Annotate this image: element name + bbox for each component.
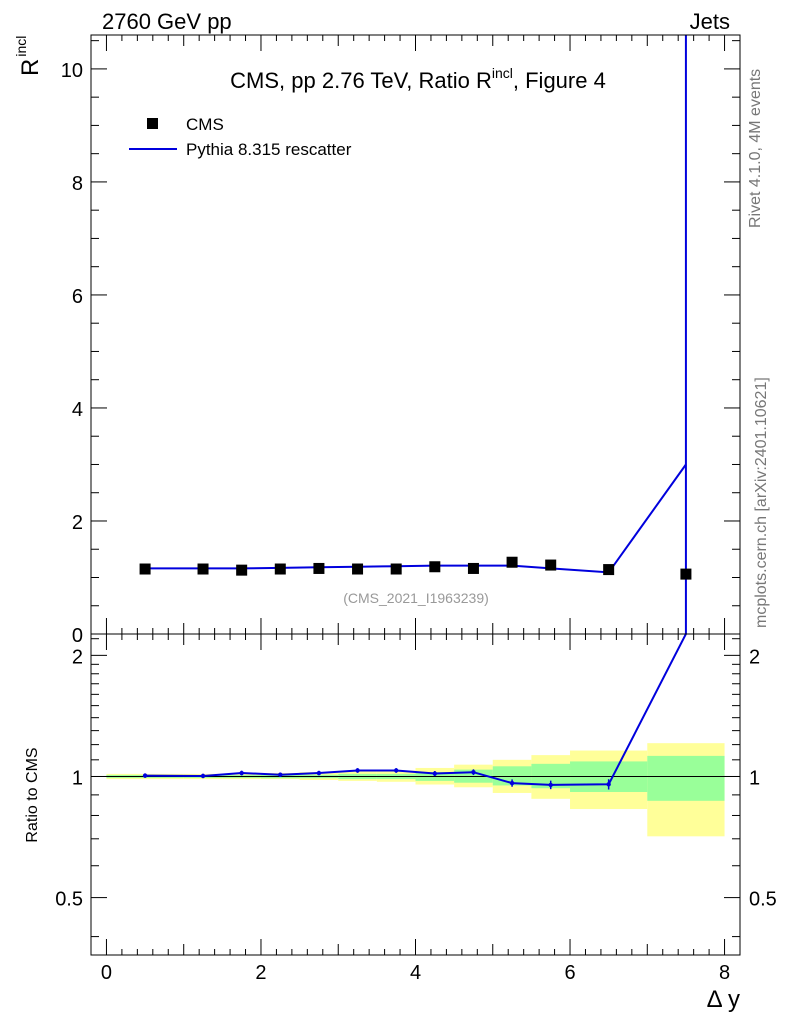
- cms-data-point: [467, 562, 479, 574]
- main-ylabel-sup: incl: [13, 36, 29, 57]
- ratio-point: [200, 773, 206, 779]
- cms-data-point: [274, 563, 286, 575]
- mc-line: [145, 463, 687, 574]
- side-mcplots-label: mcplots.cern.ch [arXiv:2401.10621]: [753, 377, 770, 628]
- ratio-xtick-label: 4: [410, 962, 421, 984]
- ratio-ylabel: Ratio to CMS: [24, 747, 41, 842]
- ratio-ticks: 0.5 0.5 1 1 2 2 0 2 4 6 8: [55, 634, 777, 984]
- legend: CMS Pythia 8.315 rescatter: [129, 115, 352, 159]
- ratio-series: [142, 633, 687, 790]
- ratio-ytick-label-right: 0.5: [749, 889, 777, 911]
- cms-data-point: [429, 561, 441, 573]
- main-panel: (CMS_2021_I1963239) 0 2 4 6 8 10 CMS, pp 2.76…: [13, 34, 741, 647]
- main-ticks: 0 2 4 6 8 10: [61, 35, 740, 647]
- main-title-suffix: , Figure 4: [513, 68, 606, 93]
- main-ytick-label: 8: [72, 173, 83, 195]
- cms-data-point: [197, 563, 209, 575]
- ratio-green-band: [647, 755, 725, 801]
- main-title-main: CMS, pp 2.76 TeV, Ratio R: [230, 68, 492, 93]
- main-ytick-label: 2: [72, 512, 83, 534]
- ratio-ytick-label-right: 1: [749, 767, 760, 789]
- ratio-point: [606, 782, 611, 787]
- ratio-ytick-label: 1: [72, 767, 83, 789]
- ratio-ytick-label: 2: [72, 646, 83, 668]
- ratio-xtick-label: 6: [564, 962, 575, 984]
- ratio-bands: [106, 743, 725, 837]
- svg-text:Rincl: Rincl: [13, 36, 44, 76]
- main-title-sup: incl: [492, 65, 513, 81]
- main-ytick-label: 0: [72, 625, 83, 647]
- main-ylabel-main: R: [17, 59, 44, 76]
- ratio-xtick-label: 2: [255, 962, 266, 984]
- side-rivet-label: Rivet 4.1.0, 4M events: [747, 69, 764, 228]
- ratio-xtick-label: 8: [719, 962, 730, 984]
- ratio-point: [393, 768, 399, 773]
- cms-data-point: [545, 559, 557, 571]
- ratio-point: [142, 773, 148, 778]
- cms-data-point: [680, 568, 692, 580]
- legend-cms-marker: [147, 118, 158, 129]
- main-watermark: (CMS_2021_I1963239): [343, 590, 489, 606]
- ratio-xtick-label: 0: [101, 962, 112, 984]
- ratio-ytick-label-right: 2: [749, 646, 760, 668]
- legend-cms-label: CMS: [186, 115, 224, 134]
- ratio-point: [471, 769, 476, 775]
- cms-data-point: [506, 556, 518, 568]
- header-jets-label: Jets: [690, 9, 730, 34]
- ratio-point: [355, 768, 360, 773]
- main-ytick-label: 10: [61, 60, 83, 82]
- cms-data-point: [139, 563, 151, 575]
- ratio-point: [548, 782, 553, 788]
- header-energy-label: 2760 GeV pp: [102, 9, 232, 34]
- ratio-point: [509, 780, 515, 786]
- cms-data-point: [390, 563, 402, 575]
- legend-mc-label: Pythia 8.315 rescatter: [186, 140, 352, 159]
- ratio-point: [432, 771, 438, 776]
- cms-data-point: [352, 563, 364, 575]
- cms-data-point: [603, 564, 615, 576]
- main-ylabel: Rincl: [13, 36, 44, 76]
- ratio-point: [239, 770, 244, 776]
- main-series: [139, 35, 692, 634]
- cms-data-point: [236, 564, 248, 576]
- ratio-point: [278, 772, 283, 777]
- ratio-xlabel: Δ y: [707, 986, 740, 1013]
- main-title: CMS, pp 2.76 TeV, Ratio Rincl, Figure 4: [230, 65, 606, 93]
- cms-data-point: [313, 562, 325, 574]
- main-ytick-label: 4: [72, 399, 83, 421]
- ratio-panel: 0.5 0.5 1 1 2 2 0 2 4 6 8 Ratio to CMS Δ y: [24, 633, 777, 1013]
- ratio-ytick-label: 0.5: [55, 889, 83, 911]
- main-ytick-label: 6: [72, 286, 83, 308]
- ratio-point: [316, 770, 322, 776]
- ratio-frame: [90, 633, 741, 956]
